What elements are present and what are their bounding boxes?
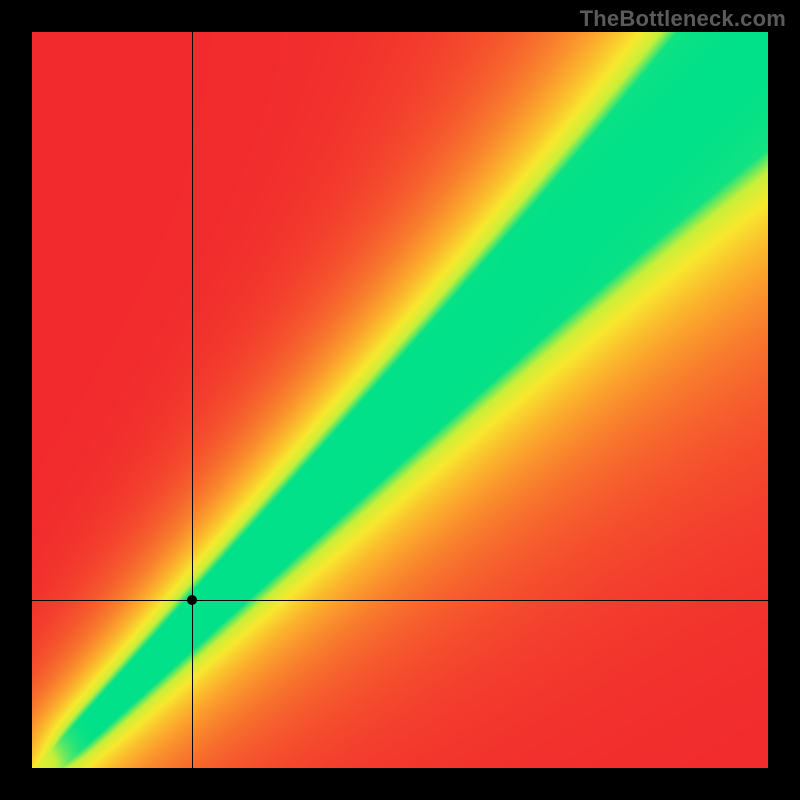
crosshair-horizontal — [32, 600, 768, 601]
heatmap-canvas — [32, 32, 768, 768]
crosshair-vertical — [192, 32, 193, 768]
heatmap-plot — [32, 32, 768, 768]
watermark-text: TheBottleneck.com — [580, 6, 786, 32]
chart-outer-frame: TheBottleneck.com — [0, 0, 800, 800]
crosshair-point — [187, 595, 197, 605]
